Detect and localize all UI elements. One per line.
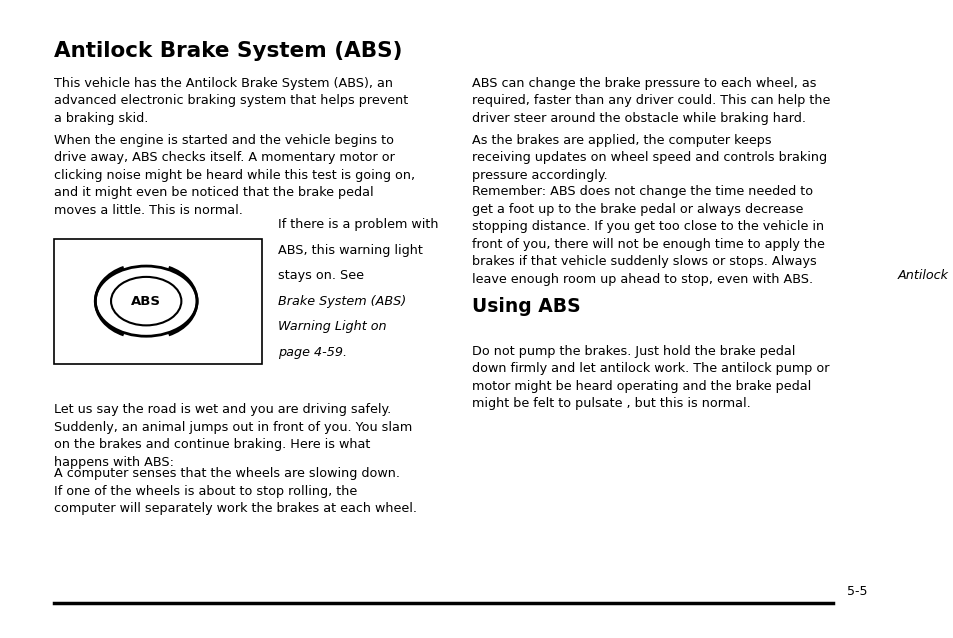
Text: Let us say the road is wet and you are driving safely.
Suddenly, an animal jumps: Let us say the road is wet and you are d…: [53, 403, 412, 469]
Text: Remember: ABS does not change the time needed to
get a foot up to the brake peda: Remember: ABS does not change the time n…: [472, 185, 824, 286]
Text: page 4-59.: page 4-59.: [277, 346, 346, 359]
Text: This vehicle has the Antilock Brake System (ABS), an
advanced electronic braking: This vehicle has the Antilock Brake Syst…: [53, 77, 408, 124]
Text: When the engine is started and the vehicle begins to
drive away, ABS checks itse: When the engine is started and the vehic…: [53, 134, 415, 217]
Text: As the brakes are applied, the computer keeps
receiving updates on wheel speed a: As the brakes are applied, the computer …: [472, 134, 826, 182]
FancyBboxPatch shape: [53, 239, 262, 364]
Text: Brake System (ABS): Brake System (ABS): [277, 295, 405, 308]
Text: A computer senses that the wheels are slowing down.
If one of the wheels is abou: A computer senses that the wheels are sl…: [53, 467, 416, 515]
Text: Antilock: Antilock: [897, 269, 947, 282]
Text: 5-5: 5-5: [846, 585, 867, 598]
Text: Using ABS: Using ABS: [472, 297, 580, 316]
Text: Antilock Brake System (ABS): Antilock Brake System (ABS): [53, 41, 402, 61]
Text: Do not pump the brakes. Just hold the brake pedal
down firmly and let antilock w: Do not pump the brakes. Just hold the br…: [472, 345, 828, 410]
Text: If there is a problem with: If there is a problem with: [277, 218, 437, 231]
Text: Warning Light on: Warning Light on: [277, 320, 386, 333]
Text: stays on. See: stays on. See: [277, 269, 367, 282]
Text: ABS, this warning light: ABS, this warning light: [277, 244, 422, 256]
Text: ABS: ABS: [132, 295, 161, 308]
Text: ABS can change the brake pressure to each wheel, as
required, faster than any dr: ABS can change the brake pressure to eac…: [472, 77, 829, 124]
